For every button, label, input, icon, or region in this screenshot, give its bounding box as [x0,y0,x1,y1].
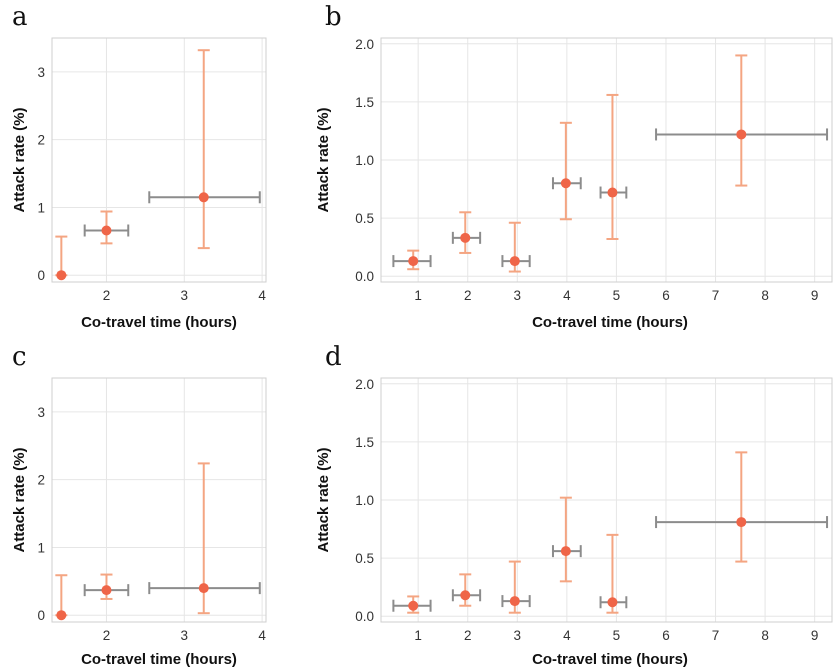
x-axis-title: Co-travel time (hours) [81,314,237,331]
panel-b: b 0.0 0.5 1.0 1.5 2.0 1 2 3 4 5 6 7 8 9 Co-travel time … [315,2,833,331]
x-tick-label: 5 [613,628,621,643]
y-axis-title: Attack rate (%) [315,447,332,552]
x-tick-label: 8 [761,288,769,303]
panel-c: c 0 1 2 3 2 3 4 Co-travel time (hours) Attack rat… [11,342,267,668]
y-tick-label: 1.0 [355,153,374,168]
data-point [56,270,67,281]
panel-letter: c [12,342,27,372]
x-tick-label: 4 [563,288,571,303]
data-point [56,610,67,621]
data-point [736,129,747,140]
data-point [198,583,209,594]
data-point [509,596,520,607]
x-tick-label: 6 [662,288,670,303]
data-point [408,256,419,267]
panel-letter: a [12,2,28,32]
data-point [607,187,618,198]
x-tick-label: 2 [103,628,111,643]
x-tick-label: 9 [811,288,819,303]
y-axis-title: Attack rate (%) [11,107,28,212]
y-tick-label: 1.0 [355,493,374,508]
data-point [460,590,471,601]
x-tick-label: 1 [414,288,422,303]
panel-letter: d [325,342,342,372]
y-tick-label: 0.5 [355,551,374,566]
y-axis-title: Attack rate (%) [315,107,332,212]
y-tick-label: 1.5 [355,95,374,110]
x-axis-title: Co-travel time (hours) [532,314,688,331]
panel-letter: b [325,2,342,32]
plot-frame [380,37,833,283]
plot-frame [51,377,267,623]
plot-frame [51,37,267,283]
x-tick-label: 1 [414,628,422,643]
x-tick-label: 7 [712,288,720,303]
y-tick-label: 0.5 [355,211,374,226]
x-tick-label: 6 [662,628,670,643]
y-tick-label: 0 [37,268,45,283]
x-tick-label: 2 [103,288,111,303]
y-tick-label: 2 [37,133,45,148]
x-tick-label: 7 [712,628,720,643]
plot-frame [380,377,833,623]
data-point [736,517,747,528]
x-tick-label: 3 [514,628,522,643]
x-tick-label: 3 [181,288,189,303]
x-tick-label: 3 [514,288,522,303]
data-point [560,178,571,189]
data-point [560,546,571,557]
data-point [101,225,112,236]
y-axis-title: Attack rate (%) [11,447,28,552]
x-tick-label: 2 [464,288,472,303]
data-point [509,256,520,267]
x-tick-label: 3 [181,628,189,643]
y-tick-label: 0 [37,608,45,623]
y-tick-label: 0.0 [355,269,374,284]
y-tick-label: 2.0 [355,377,374,392]
x-axis-title: Co-travel time (hours) [532,651,688,668]
y-tick-label: 0.0 [355,609,374,624]
x-tick-label: 8 [761,628,769,643]
y-tick-label: 1 [37,200,45,215]
y-tick-label: 1 [37,540,45,555]
x-tick-label: 2 [464,628,472,643]
y-tick-label: 1.5 [355,435,374,450]
x-tick-label: 5 [613,288,621,303]
y-tick-label: 3 [37,405,45,420]
panel-a: a 0 1 2 3 2 3 4 Co-travel time (hours) Attack rat… [11,2,267,331]
data-point [101,585,112,596]
panel-d: d 0.0 0.5 1.0 1.5 2.0 1 2 3 4 5 6 7 8 9 Co-travel time … [315,342,833,668]
x-tick-label: 9 [811,628,819,643]
data-point [408,600,419,611]
data-point [607,597,618,608]
data-point [460,232,471,243]
x-tick-label: 4 [563,628,571,643]
data-point [198,192,209,203]
x-tick-label: 4 [258,628,266,643]
x-tick-label: 4 [258,288,266,303]
x-axis-title: Co-travel time (hours) [81,651,237,668]
y-tick-label: 3 [37,65,45,80]
y-tick-label: 2.0 [355,37,374,52]
y-tick-label: 2 [37,473,45,488]
